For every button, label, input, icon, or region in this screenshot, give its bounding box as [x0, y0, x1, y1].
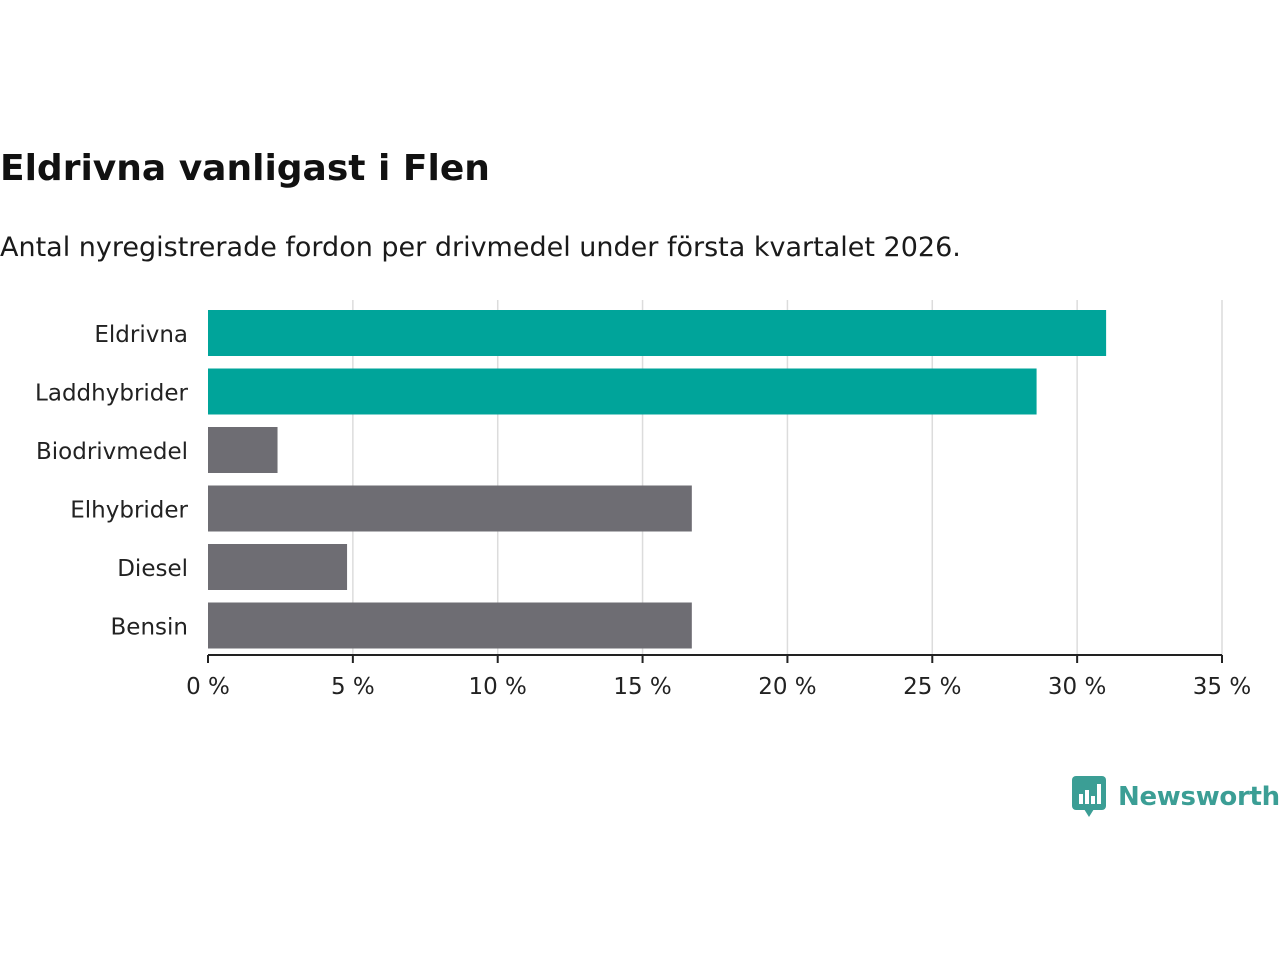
bar-eldrivna — [208, 310, 1107, 356]
x-tick-label-5: 25 % — [903, 674, 961, 700]
brand-name: Newsworthy — [1118, 782, 1280, 812]
label-layer: Eldrivna Laddhybrider Biodrivmedel Elhybrid… — [35, 322, 1251, 700]
bar-diesel — [208, 544, 348, 590]
bar-bensin — [208, 602, 692, 649]
bar-elhybrider — [208, 485, 692, 532]
category-label-diesel: Diesel — [117, 556, 188, 582]
category-label-elhybrider: Elhybrider — [70, 498, 188, 524]
x-tick-label-7: 35 % — [1193, 674, 1251, 700]
grid-layer — [352, 300, 1223, 655]
bar-laddhybrider — [208, 368, 1037, 415]
bar-biodrivmedel — [208, 427, 278, 473]
category-label-bensin: Bensin — [111, 615, 188, 641]
x-tick-label-0: 0 % — [186, 674, 230, 700]
newsworthy-logo-icon — [1072, 776, 1106, 817]
chart-title: Eldrivna vanligast i Flen — [0, 148, 490, 189]
newsworthy-logo: Newsworthy — [1072, 776, 1280, 818]
bar-chart: Eldrivna Laddhybrider Biodrivmedel Elhybrid… — [35, 300, 1251, 700]
category-label-laddhybrider: Laddhybrider — [35, 381, 188, 407]
x-tick-label-4: 20 % — [758, 674, 816, 700]
bar-layer — [208, 310, 1107, 649]
category-label-eldrivna: Eldrivna — [94, 322, 188, 348]
category-label-biodrivmedel: Biodrivmedel — [36, 439, 188, 465]
x-tick-label-1: 5 % — [331, 674, 375, 700]
x-tick-label-2: 10 % — [468, 674, 526, 700]
x-tick-label-3: 15 % — [613, 674, 671, 700]
axis-layer — [207, 654, 1223, 663]
x-tick-label-6: 30 % — [1048, 674, 1106, 700]
chart-subtitle: Antal nyregistrerade fordon per drivmede… — [0, 232, 961, 263]
